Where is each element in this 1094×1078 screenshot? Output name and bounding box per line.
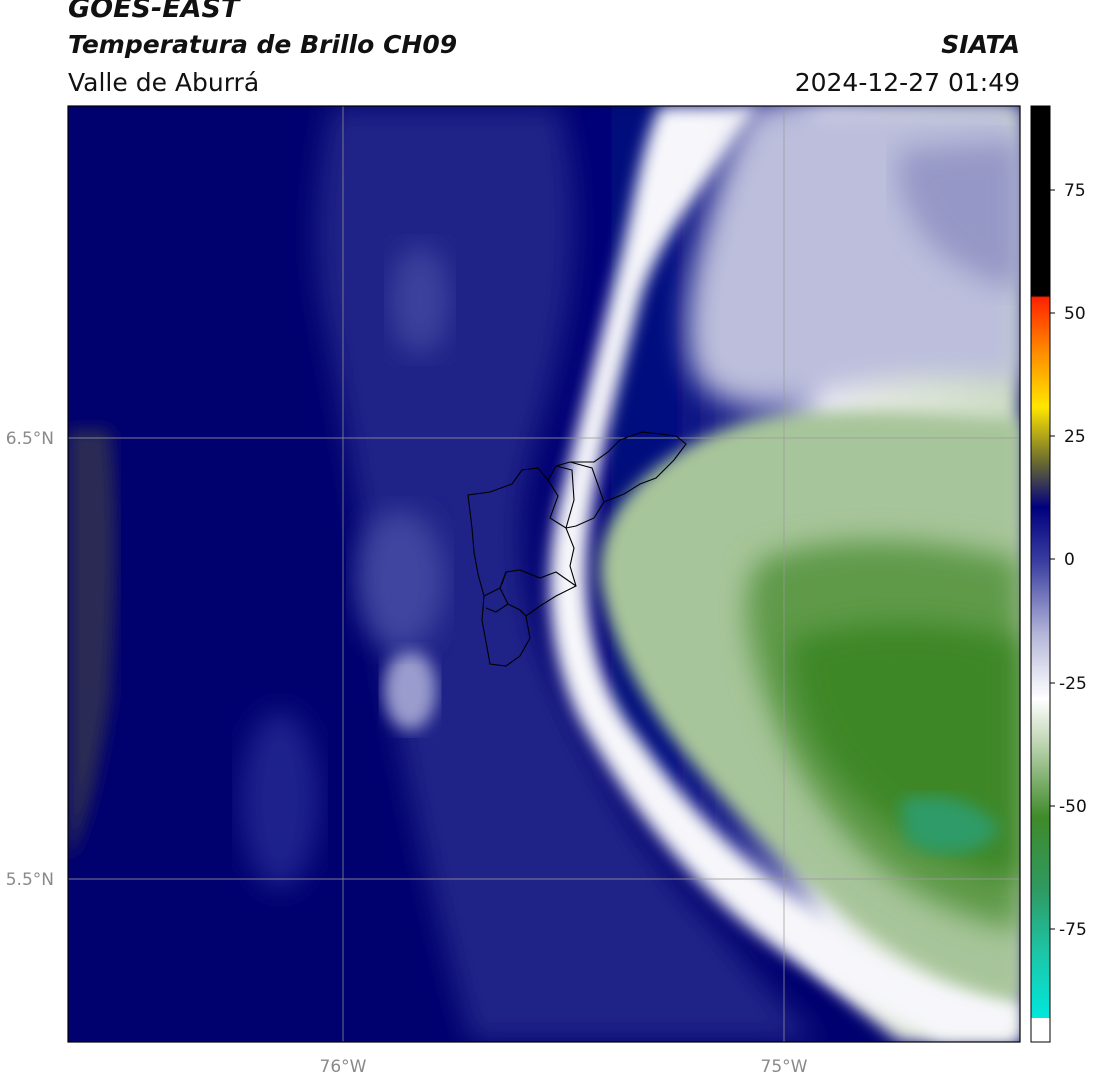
colorbar-tick-75: 75: [1064, 181, 1086, 201]
brightness-temperature-field: [68, 106, 1020, 1042]
colorbar-gradient: [1031, 106, 1050, 1018]
colorbar-tick-minus25: -25: [1059, 674, 1087, 694]
municipality-boundaries: [467, 431, 687, 667]
brand-label: SIATA: [941, 30, 1020, 59]
colorbar-tick-50: 50: [1064, 304, 1086, 324]
colorbar-under-swatch: [1031, 1018, 1050, 1042]
lon-label-75W: 75°W: [761, 1057, 808, 1077]
map-border: [67, 105, 1021, 1043]
lon-label-76W: 76°W: [320, 1057, 367, 1077]
colorbar-tick-25: 25: [1064, 427, 1086, 447]
colorbar-tick-minus50: -50: [1059, 797, 1087, 817]
map-gridlines: [68, 106, 1020, 1042]
lat-label-5.5N: 5.5°N: [6, 870, 54, 890]
colorbar-tick-0: 0: [1064, 550, 1075, 570]
lat-label-6.5N: 6.5°N: [6, 429, 54, 449]
title-product: Temperatura de Brillo CH09: [68, 30, 458, 59]
timestamp: 2024-12-27 01:49: [794, 68, 1020, 97]
colorbar: 75 50 25 0 -25 -50 -75: [1030, 105, 1087, 1043]
title-satellite: GOES-EAST: [68, 0, 240, 24]
colorbar-border: [1030, 105, 1051, 1043]
title-region: Valle de Aburrá: [68, 68, 260, 97]
colorbar-tick-minus75: -75: [1059, 920, 1087, 940]
